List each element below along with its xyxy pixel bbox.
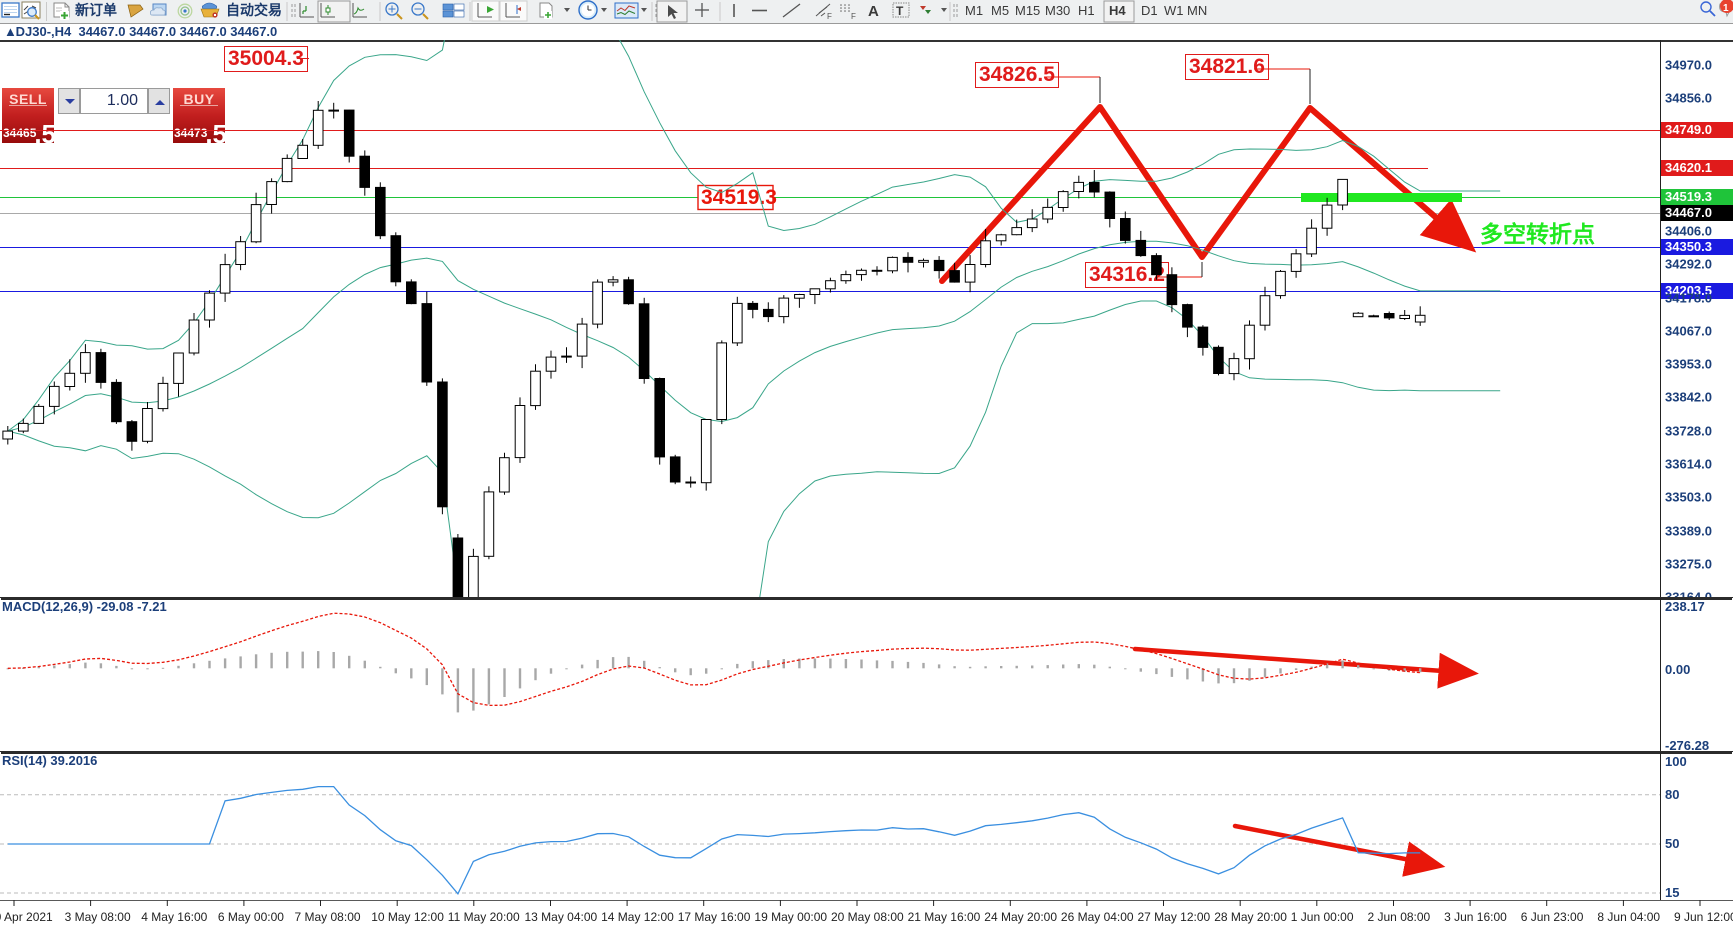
svg-text:17 May 16:00: 17 May 16:00: [678, 910, 751, 924]
svg-text:H1: H1: [1078, 3, 1095, 18]
svg-text:多空转折点: 多空转折点: [1480, 221, 1595, 247]
svg-text:30 Apr 2021: 30 Apr 2021: [0, 910, 53, 924]
svg-text:A: A: [868, 3, 879, 20]
svg-text:M15: M15: [1015, 3, 1040, 18]
svg-text:21 May 16:00: 21 May 16:00: [908, 910, 981, 924]
svg-text:20 May 08:00: 20 May 08:00: [831, 910, 904, 924]
svg-text:自动交易: 自动交易: [226, 2, 282, 18]
svg-text:3 Jun 16:00: 3 Jun 16:00: [1444, 910, 1507, 924]
svg-text:19 May 00:00: 19 May 00:00: [754, 910, 827, 924]
svg-text:24 May 20:00: 24 May 20:00: [984, 910, 1057, 924]
svg-text:26 May 04:00: 26 May 04:00: [1061, 910, 1134, 924]
svg-text:9 Jun 12:00: 9 Jun 12:00: [1674, 910, 1733, 924]
svg-text:F: F: [827, 12, 832, 21]
svg-text:2 Jun 08:00: 2 Jun 08:00: [1368, 910, 1431, 924]
svg-text:MN: MN: [1187, 3, 1207, 18]
svg-text:6 May 00:00: 6 May 00:00: [218, 910, 284, 924]
svg-text:M5: M5: [991, 3, 1009, 18]
svg-text:6 Jun 23:00: 6 Jun 23:00: [1521, 910, 1584, 924]
svg-text:M1: M1: [965, 3, 983, 18]
svg-text:W1: W1: [1164, 3, 1184, 18]
svg-text:13 May 04:00: 13 May 04:00: [525, 910, 598, 924]
svg-text:T: T: [896, 4, 904, 18]
svg-text:H4: H4: [1109, 3, 1126, 18]
svg-text:3 May 08:00: 3 May 08:00: [65, 910, 131, 924]
svg-text:27 May 12:00: 27 May 12:00: [1138, 910, 1211, 924]
svg-text:14 May 12:00: 14 May 12:00: [601, 910, 674, 924]
svg-text:D1: D1: [1141, 3, 1158, 18]
svg-text:1: 1: [1723, 3, 1729, 14]
svg-text:7 May 08:00: 7 May 08:00: [295, 910, 361, 924]
svg-text:M30: M30: [1045, 3, 1070, 18]
svg-text:新订单: 新订单: [75, 2, 117, 18]
svg-text:4 May 16:00: 4 May 16:00: [141, 910, 207, 924]
svg-text:1 Jun 00:00: 1 Jun 00:00: [1291, 910, 1354, 924]
svg-text:F: F: [851, 12, 856, 21]
svg-text:28 May 20:00: 28 May 20:00: [1214, 910, 1287, 924]
svg-text:11 May 20:00: 11 May 20:00: [448, 910, 520, 924]
svg-text:8 Jun 04:00: 8 Jun 04:00: [1597, 910, 1660, 924]
svg-text:10 May 12:00: 10 May 12:00: [371, 910, 444, 924]
